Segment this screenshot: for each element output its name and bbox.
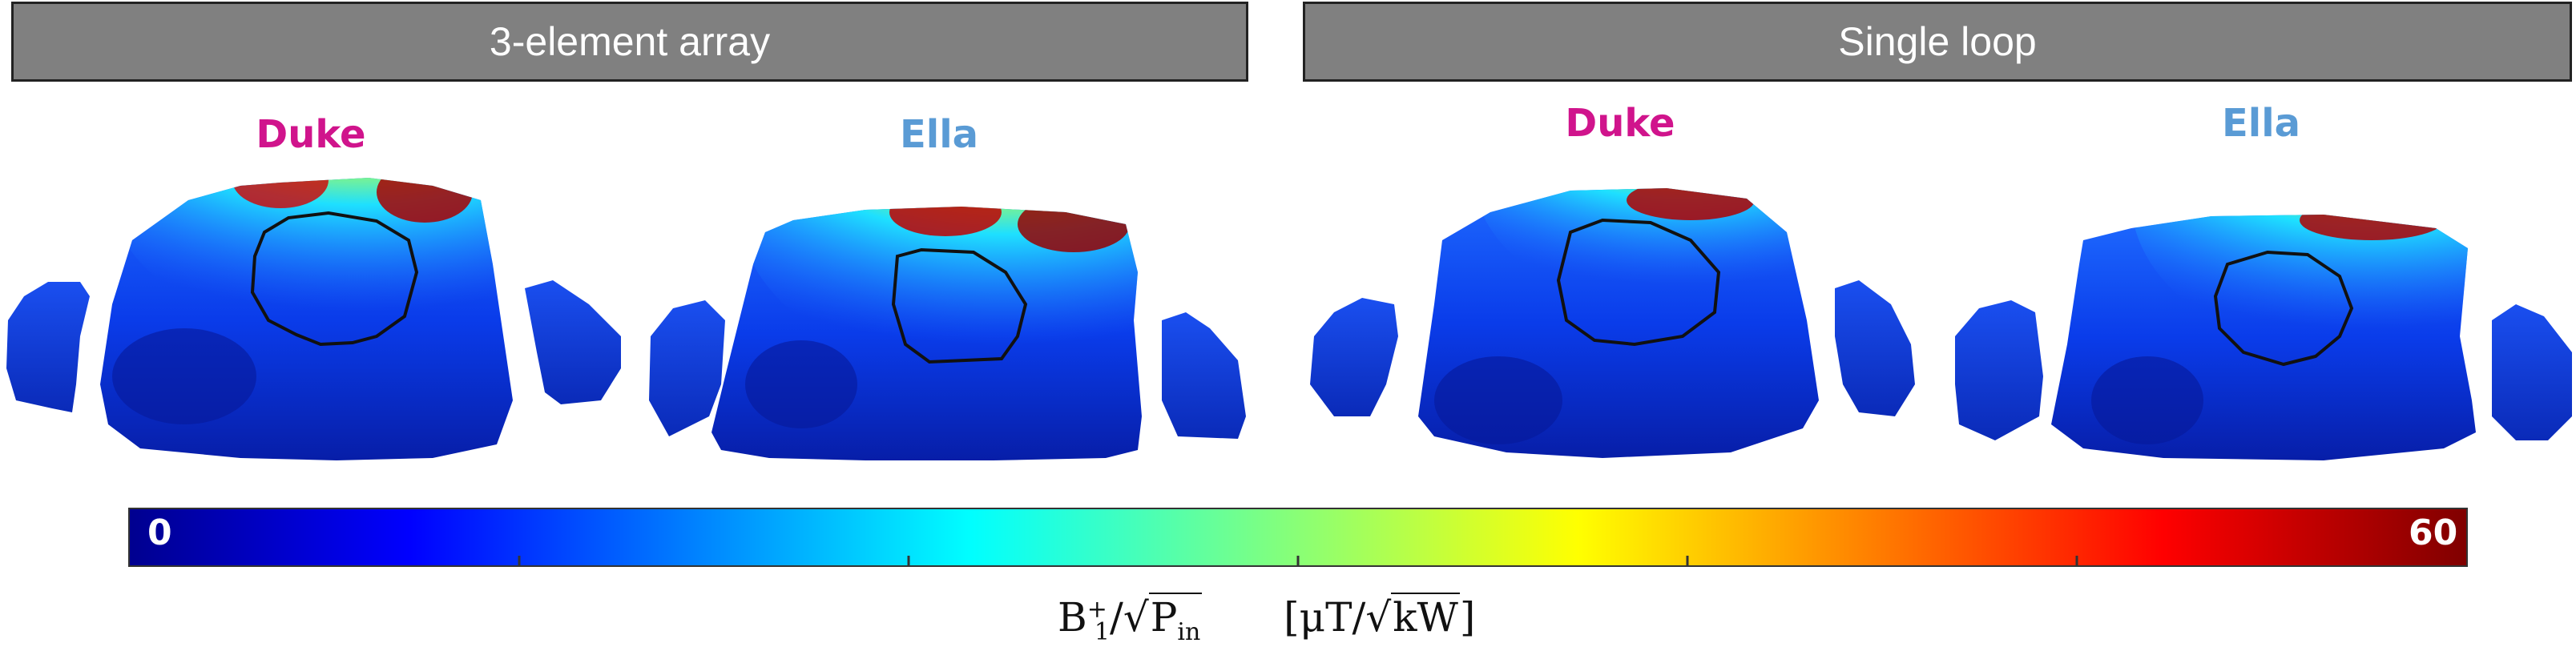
colorbar-max-label: 60 [2409,512,2458,553]
subject-label-ella-loop: Ella [2221,101,2301,146]
group-header-single-loop: Single loop [1303,2,2572,82]
colorbar [128,508,2468,567]
subject-label-ella-array: Ella [899,112,979,157]
colorbar-units-label: B+1/√Pin [μT/√kW] [1058,593,1476,646]
group-header-3-element-array: 3-element array [11,2,1248,82]
map-ella-array [649,207,1246,460]
map-ella-loop [1955,215,2572,460]
subject-label-duke-loop: Duke [1565,101,1675,146]
subject-label-duke-array: Duke [256,112,366,157]
map-duke-array [6,178,621,460]
colorbar-min-label: 0 [147,512,172,553]
b1-field-maps [6,178,2572,460]
map-duke-loop [1310,188,1915,458]
